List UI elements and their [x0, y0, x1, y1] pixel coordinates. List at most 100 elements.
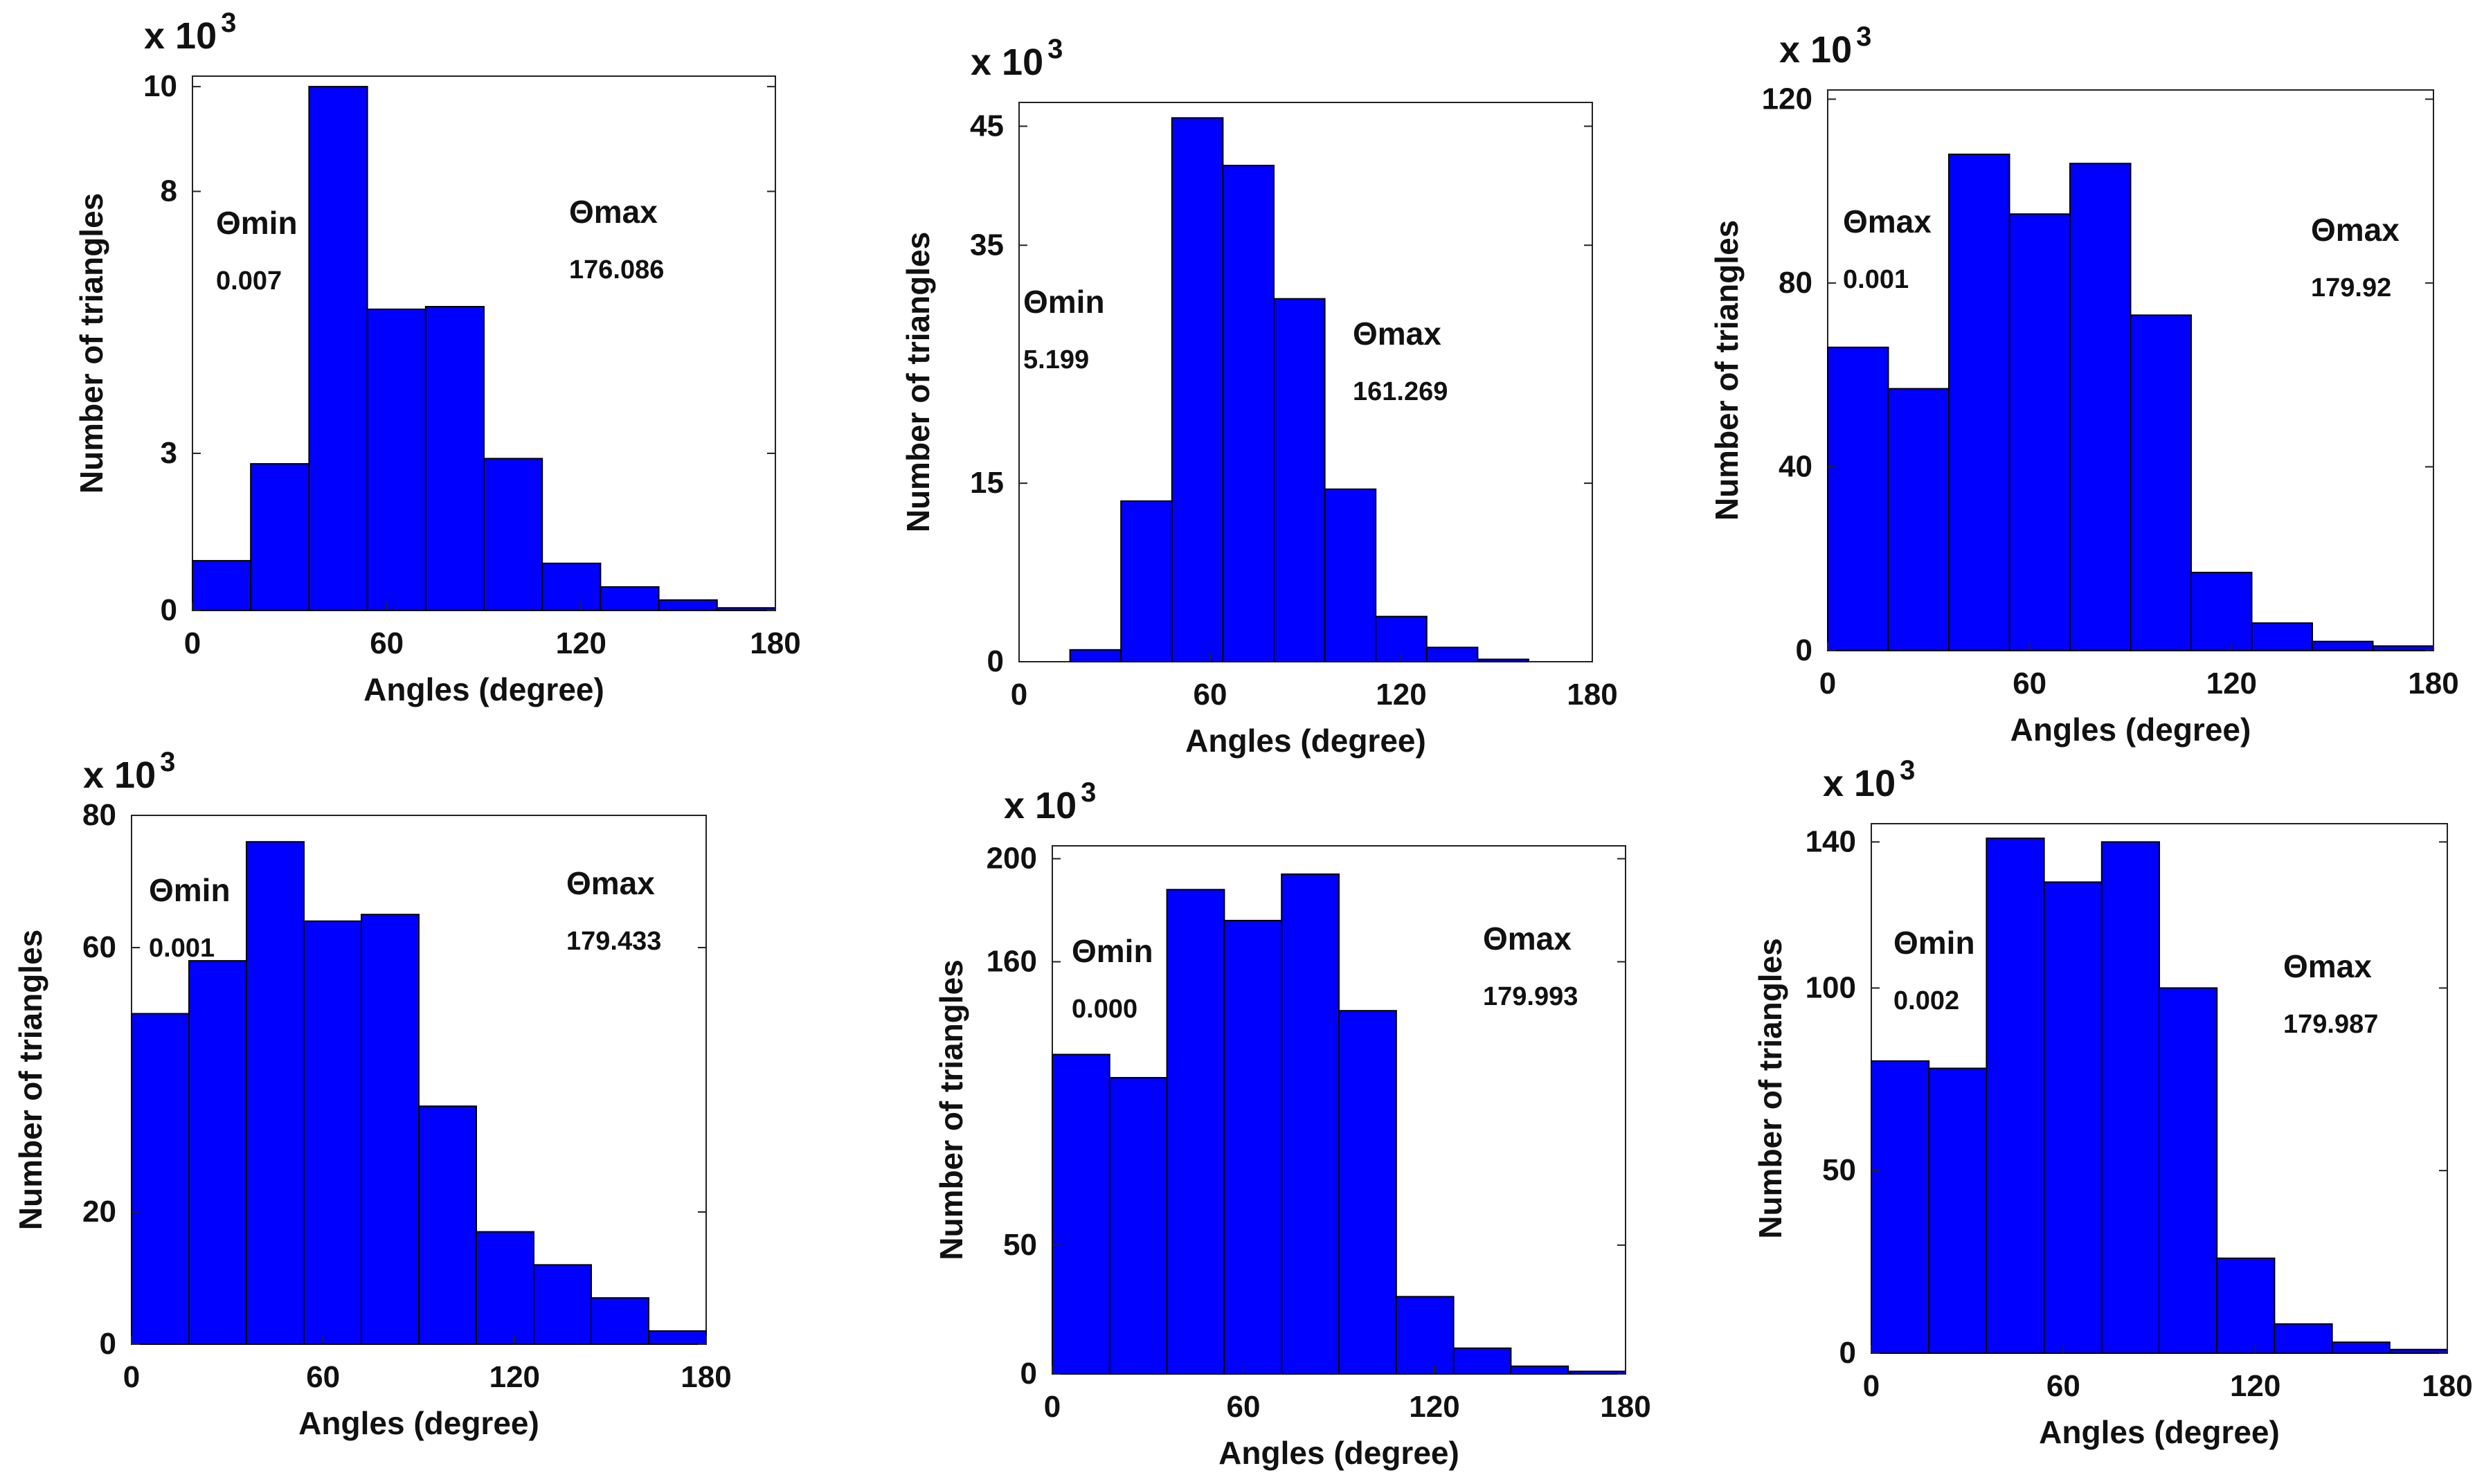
x-tick-label: 120	[489, 1360, 540, 1394]
histogram-bar	[2130, 314, 2192, 651]
x-tick-label: 60	[370, 626, 404, 660]
x-tick-label: 180	[1600, 1390, 1650, 1424]
histogram-bar	[716, 607, 777, 612]
axis-multiplier: x 10 3	[144, 8, 236, 57]
multiplier-exponent: 3	[1047, 34, 1063, 64]
histogram-bar	[1948, 153, 2010, 652]
multiplier-base: x 10	[1004, 785, 1077, 826]
annotation-value: 5.199	[1023, 345, 1089, 374]
histogram-bar	[1477, 658, 1529, 663]
y-tick-label: 0	[1020, 1357, 1037, 1391]
histogram-bar	[1452, 1347, 1512, 1375]
x-tick-label: 60	[1227, 1390, 1261, 1424]
histogram-bar	[366, 308, 426, 611]
histogram-bar	[591, 1297, 649, 1346]
histogram-bar	[1222, 165, 1275, 663]
histogram-bar	[246, 841, 305, 1345]
y-tick-label: 40	[1779, 449, 1812, 483]
multiplier-exponent: 3	[1856, 21, 1871, 52]
annotation-label: Θmin	[1023, 284, 1105, 320]
histogram-bar	[418, 1105, 477, 1345]
x-axis-label: Angles (degree)	[1185, 723, 1426, 759]
x-tick-label: 60	[2013, 667, 2046, 700]
histogram-bar	[648, 1330, 707, 1346]
y-tick-label: 8	[161, 174, 177, 208]
annotation-value: 0.007	[216, 266, 282, 296]
axis-multiplier: x 10 3	[971, 34, 1063, 83]
histogram-bar	[2274, 1323, 2333, 1354]
annotation-value: 179.987	[2283, 1010, 2378, 1039]
annotation-value: 176.086	[569, 255, 664, 284]
annotation-value: 161.269	[1353, 377, 1448, 406]
y-tick-label: 50	[1822, 1153, 1856, 1187]
axis-multiplier: x 10 3	[1004, 777, 1096, 826]
x-tick-label: 60	[2046, 1369, 2080, 1403]
histogram-bar	[303, 920, 362, 1346]
histogram-bar	[541, 562, 602, 611]
x-axis-label: Angles (degree)	[2010, 712, 2251, 748]
y-tick-label: 0	[100, 1327, 116, 1361]
x-axis-label: Angles (degree)	[1218, 1435, 1459, 1471]
histogram-bar	[2159, 987, 2218, 1354]
histogram-panel: 0 3 8 10 0 60 120 180 Angles (degree) Number of t…	[73, 8, 801, 707]
histogram-bar	[1510, 1365, 1569, 1375]
x-tick-label: 180	[2422, 1369, 2472, 1403]
x-tick-label: 0	[1044, 1390, 1061, 1424]
histogram-bar	[1052, 1053, 1110, 1375]
histogram-bar	[1928, 1067, 1988, 1355]
annotation-label: Θmin	[149, 872, 231, 908]
histogram-bar	[1338, 1010, 1397, 1375]
histogram-bar	[1273, 298, 1326, 663]
y-tick-label: 20	[82, 1195, 116, 1229]
annotation-label: Θmax	[2283, 948, 2372, 984]
x-tick-label: 0	[184, 626, 201, 660]
annotation-value: 0.000	[1072, 995, 1137, 1024]
annotation-label: Θmax	[566, 865, 655, 901]
histogram-bar	[2251, 622, 2313, 652]
y-tick-label: 15	[970, 466, 1004, 500]
histogram-bar	[658, 599, 718, 611]
histogram-bar	[1223, 919, 1283, 1375]
annotation-label: Θmax	[1353, 316, 1441, 352]
y-tick-label: 200	[987, 842, 1037, 876]
y-tick-label: 0	[1839, 1336, 1856, 1370]
histogram-bar	[1166, 889, 1225, 1375]
histogram-bar	[2069, 163, 2132, 652]
y-tick-label: 80	[82, 798, 116, 832]
histogram-bar	[250, 463, 310, 611]
axis-multiplier: x 10 3	[1779, 21, 1871, 71]
y-axis-label: Number of triangles	[12, 930, 48, 1231]
histogram-panel: 0 50 160 200 0 60 120 180 Angles (degree) Number …	[933, 777, 1651, 1471]
y-tick-label: 0	[1796, 633, 1812, 667]
y-tick-label: 10	[143, 69, 177, 103]
x-tick-label: 120	[1409, 1390, 1459, 1424]
histogram-bar	[1108, 1076, 1168, 1375]
histogram-bar	[2312, 640, 2374, 652]
x-tick-label: 60	[306, 1360, 340, 1394]
y-tick-label: 160	[987, 944, 1037, 978]
multiplier-base: x 10	[83, 754, 156, 796]
y-tick-label: 50	[1003, 1228, 1037, 1262]
y-tick-label: 140	[1806, 824, 1856, 858]
histogram-bar	[1281, 873, 1340, 1375]
axis-multiplier: x 10 3	[83, 747, 175, 796]
annotation-value: 179.433	[566, 927, 661, 956]
histogram-bar	[533, 1264, 592, 1346]
multiplier-exponent: 3	[160, 747, 175, 777]
y-tick-label: 45	[970, 109, 1004, 143]
histogram-panel: 0 15 35 45 0 60 120 180 Angles (degree) Number of…	[900, 34, 1618, 759]
histogram-bar	[2190, 572, 2253, 652]
histogram-bar	[1069, 649, 1122, 663]
annotation-value: 179.993	[1483, 982, 1578, 1011]
annotation-label: Θmin	[1072, 933, 1153, 969]
x-tick-label: 0	[123, 1360, 140, 1394]
y-tick-label: 0	[161, 593, 177, 627]
histogram-bar	[600, 586, 660, 611]
x-tick-label: 180	[750, 626, 800, 660]
histogram-bar	[476, 1231, 534, 1346]
histogram-bar	[2372, 645, 2434, 652]
annotation-value: 0.001	[1843, 265, 1909, 294]
multiplier-base: x 10	[971, 42, 1043, 83]
